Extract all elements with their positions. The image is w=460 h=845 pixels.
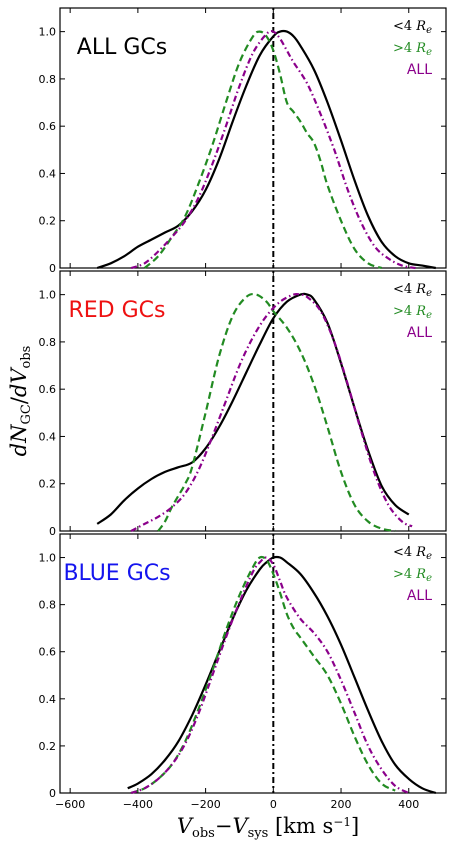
panel-2: 0 0.2 0.4 0.6 0.8 1.0 RED GCs <4 Re >4 Re ALL xyxy=(39,270,447,538)
legend-entry: ALL xyxy=(407,62,432,78)
series-line xyxy=(96,292,410,525)
y-tick-label: 0.6 xyxy=(39,646,57,659)
x-axis-label: Vobs−Vsys [km s−1] xyxy=(177,814,359,841)
series-line xyxy=(130,292,413,532)
panel-1: 0 0.2 0.4 0.6 0.8 1.0 ALL GCs <4 Re >4 Re ALL xyxy=(39,7,447,275)
y-tick-label: 1.0 xyxy=(39,289,57,302)
panel-frame xyxy=(59,270,447,532)
panel-title: RED GCs xyxy=(69,298,166,323)
x-tick-label: −200 xyxy=(190,798,220,811)
y-tick-label: 0.6 xyxy=(39,120,57,133)
series-line xyxy=(143,30,383,270)
x-tick-label: −600 xyxy=(55,798,85,811)
legend-entry: >4 Re xyxy=(393,304,432,321)
series-line xyxy=(127,555,437,795)
x-tick-label: −400 xyxy=(123,798,153,811)
y-tick-label: 0.8 xyxy=(39,599,57,612)
series-line xyxy=(96,29,436,270)
legend-entry: <4 Re xyxy=(393,545,432,562)
panel-title: BLUE GCs xyxy=(63,561,170,586)
panel-title: ALL GCs xyxy=(77,35,167,60)
x-tick-label: 400 xyxy=(398,798,419,811)
x-tick-label: 0 xyxy=(270,798,277,811)
legend-entry: <4 Re xyxy=(393,19,432,36)
panel-frame xyxy=(59,7,447,269)
legend-entry: <4 Re xyxy=(393,282,432,299)
series-line xyxy=(130,29,416,270)
series-line xyxy=(130,555,396,795)
y-tick-label: 0 xyxy=(49,525,56,538)
y-tick-label: 0.8 xyxy=(39,73,57,86)
legend-entry: ALL xyxy=(407,588,432,604)
y-tick-label: 0.4 xyxy=(39,693,57,706)
y-tick-label: 0.2 xyxy=(39,740,57,753)
y-tick-label: 0.8 xyxy=(39,336,57,349)
y-axis-label: dNGC/dVobs xyxy=(7,346,34,457)
panel-frame xyxy=(59,533,447,794)
legend-entry: >4 Re xyxy=(393,41,432,58)
x-tick-label: 200 xyxy=(331,798,352,811)
legend-entry: >4 Re xyxy=(393,567,432,584)
y-tick-label: 0.4 xyxy=(39,167,57,180)
series-line xyxy=(157,292,396,533)
y-tick-label: 0.4 xyxy=(39,430,57,443)
panel-3: 0 0.2 0.4 0.6 0.8 1.0 −600 −400 −200 0 200 400 BLUE … xyxy=(39,533,447,811)
series-line xyxy=(130,556,410,795)
y-tick-label: 0.2 xyxy=(39,215,57,228)
y-tick-label: 1.0 xyxy=(39,26,57,39)
y-tick-label: 1.0 xyxy=(39,552,57,565)
y-tick-label: 0.2 xyxy=(39,478,57,491)
y-tick-label: 0 xyxy=(49,787,56,800)
legend-entry: ALL xyxy=(407,325,432,341)
y-tick-label: 0 xyxy=(49,262,56,275)
y-tick-label: 0.6 xyxy=(39,383,57,396)
